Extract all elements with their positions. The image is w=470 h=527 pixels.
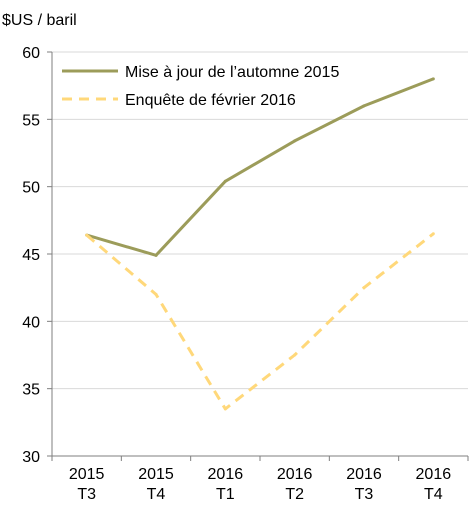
- data-point: [154, 292, 158, 296]
- data-point: [431, 77, 435, 81]
- y-tick-label: 50: [22, 180, 40, 197]
- data-point: [293, 353, 297, 357]
- x-tick-label: 2016 T4: [416, 466, 452, 503]
- series-line-2: [85, 232, 435, 411]
- y-tick-label: 35: [22, 382, 40, 399]
- series-group: [85, 77, 435, 411]
- legend-label: Enquête de février 2016: [125, 92, 296, 109]
- data-point: [223, 407, 227, 411]
- y-tick-label: 45: [22, 247, 40, 264]
- x-tick-label: 2015 T3: [69, 466, 105, 503]
- data-point: [362, 104, 366, 108]
- legend: Mise à jour de l’automne 2015 Enquête de …: [62, 64, 339, 109]
- y-tick-label: 55: [22, 112, 40, 129]
- y-tick-label: 40: [22, 314, 40, 331]
- data-point: [154, 253, 158, 257]
- data-point: [85, 233, 89, 237]
- data-point: [431, 232, 435, 236]
- y-tick-label: 30: [22, 449, 40, 466]
- legend-label: Mise à jour de l’automne 2015: [125, 64, 339, 81]
- x-tick-label: 2016 T2: [277, 466, 313, 503]
- data-point: [362, 286, 366, 290]
- series-line-1: [86, 77, 434, 257]
- x-tick-label: 2016 T1: [208, 466, 244, 503]
- y-tick-label: 60: [22, 45, 40, 62]
- data-point: [223, 179, 227, 183]
- y-axis-title: $US / baril: [2, 12, 77, 29]
- x-tick-label: 2016 T3: [346, 466, 382, 503]
- grid: [52, 51, 468, 390]
- x-tick-label: 2015 T4: [138, 466, 174, 503]
- axes: 30 35 40 45 50 55 60 2015 T3 2015 T4 2016 T1 2016 T2 20…: [22, 45, 469, 503]
- data-point: [293, 139, 297, 143]
